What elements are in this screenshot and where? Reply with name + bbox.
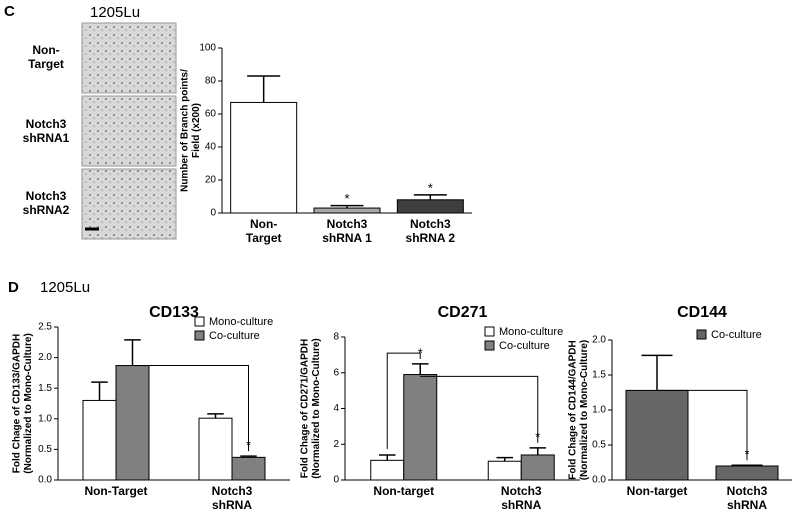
x-tick-label: Notch3 shRNA 1 bbox=[322, 217, 372, 245]
bar bbox=[82, 399, 117, 481]
micrograph bbox=[81, 168, 177, 240]
y-tick-label: 0.0 bbox=[592, 475, 606, 486]
bar bbox=[520, 454, 555, 481]
annotation: * bbox=[246, 438, 251, 453]
y-tick-label: 2 bbox=[333, 439, 339, 450]
x-tick-label: Notch3 shRNA bbox=[727, 484, 768, 512]
x-tick-label: Non-target bbox=[627, 484, 688, 498]
chart-title: CD271 bbox=[438, 304, 488, 321]
image-row-label: Notch3 shRNA2 bbox=[23, 189, 70, 217]
image-row-label: Non-Target bbox=[28, 43, 64, 71]
y-axis-label: Fold Chage of CD271/GAPDH(Normalized to … bbox=[299, 338, 322, 479]
y-tick-label: 1.0 bbox=[592, 405, 606, 416]
x-tick-label: Notch3 shRNA bbox=[212, 484, 253, 512]
y-tick-label: 2.0 bbox=[38, 352, 52, 363]
legend-swatch bbox=[484, 340, 495, 351]
y-tick-label: 0.0 bbox=[38, 475, 52, 486]
panel-label: D bbox=[8, 279, 19, 296]
y-tick-label: 0.5 bbox=[38, 444, 52, 455]
chart-title: CD144 bbox=[677, 304, 727, 321]
bar bbox=[313, 207, 381, 214]
y-tick-label: 0 bbox=[333, 475, 339, 486]
y-axis-label: Fold Chage of CD133/GAPDH(Normalized to … bbox=[11, 333, 34, 474]
x-tick-label: Non-Target bbox=[84, 484, 147, 498]
significance-bracket bbox=[657, 389, 748, 461]
y-tick-label: 40 bbox=[205, 142, 217, 153]
x-tick-label: Non-Target bbox=[246, 217, 282, 245]
panel-label: C bbox=[4, 3, 15, 20]
bar bbox=[625, 389, 689, 481]
legend-label: Mono-culture bbox=[209, 316, 273, 328]
bar bbox=[487, 460, 522, 481]
x-tick-label: Non-target bbox=[373, 484, 434, 498]
annotation: * bbox=[418, 345, 423, 360]
legend-swatch bbox=[484, 326, 495, 337]
bar bbox=[198, 417, 233, 481]
legend-label: Mono-culture bbox=[499, 326, 563, 338]
y-tick-label: 1.5 bbox=[38, 383, 52, 394]
bar bbox=[230, 101, 298, 214]
bar bbox=[396, 199, 464, 214]
annotation: * bbox=[428, 180, 433, 195]
y-tick-label: 100 bbox=[199, 43, 216, 54]
annotation: * bbox=[344, 191, 349, 206]
y-tick-label: 80 bbox=[205, 76, 217, 87]
y-tick-label: 1.0 bbox=[38, 413, 52, 424]
y-tick-label: 8 bbox=[333, 332, 339, 343]
legend-swatch bbox=[194, 316, 205, 327]
y-tick-label: 2.5 bbox=[38, 322, 52, 333]
y-axis-label: Fold Chage of CD144/GAPDH(Normalized to … bbox=[567, 340, 590, 481]
y-tick-label: 6 bbox=[333, 367, 339, 378]
bar bbox=[231, 456, 266, 481]
y-axis-label: Number of Branch points/Field (x200) bbox=[179, 69, 202, 192]
bar bbox=[403, 374, 438, 481]
legend-swatch bbox=[194, 330, 205, 341]
image-row-label: Notch3 shRNA1 bbox=[23, 117, 70, 145]
x-tick-label: Notch3 shRNA 2 bbox=[406, 217, 456, 245]
y-tick-label: 4 bbox=[333, 403, 339, 414]
bar bbox=[115, 365, 150, 481]
x-tick-label: Notch3 shRNA bbox=[501, 484, 542, 512]
bar bbox=[715, 465, 779, 481]
y-tick-label: 1.5 bbox=[592, 370, 606, 381]
y-tick-label: 60 bbox=[205, 109, 217, 120]
legend-label: Co-culture bbox=[711, 329, 762, 341]
y-tick-label: 0 bbox=[210, 208, 216, 219]
cell-line: 1205Lu bbox=[90, 4, 140, 21]
annotation: * bbox=[535, 429, 540, 444]
annotation: * bbox=[744, 447, 749, 462]
micrograph bbox=[81, 22, 177, 94]
cell-line: 1205Lu bbox=[40, 279, 90, 296]
y-tick-label: 0.5 bbox=[592, 440, 606, 451]
legend-label: Co-culture bbox=[499, 340, 550, 352]
y-tick-label: 2.0 bbox=[592, 335, 606, 346]
bar bbox=[370, 459, 405, 481]
legend-swatch bbox=[696, 329, 707, 340]
micrograph bbox=[81, 95, 177, 167]
chart-title: CD133 bbox=[149, 304, 199, 321]
legend-label: Co-culture bbox=[209, 330, 260, 342]
y-tick-label: 20 bbox=[205, 175, 217, 186]
significance-bracket bbox=[132, 365, 249, 452]
significance-bracket bbox=[420, 375, 539, 443]
significance-bracket bbox=[386, 352, 421, 449]
